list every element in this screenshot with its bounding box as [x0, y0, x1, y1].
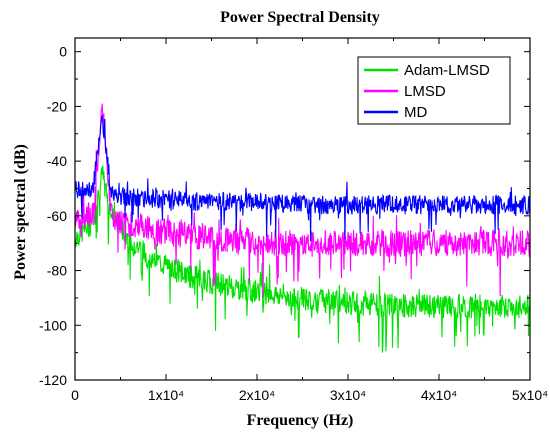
x-tick-label: 2x10⁴ [239, 387, 275, 403]
legend-label: Adam-LMSD [404, 62, 490, 79]
series-line-lmsd [74, 103, 531, 298]
x-tick-label: 0 [71, 387, 79, 403]
legend: Adam-LMSD LMSD MD [357, 56, 511, 125]
chart-title: Power Spectral Density [220, 9, 380, 26]
series-line-md [74, 115, 531, 242]
x-tick-label: 4x10⁴ [421, 387, 457, 403]
y-tick-label: -60 [47, 208, 67, 224]
y-tick-label: -40 [47, 153, 67, 169]
y-tick-label: -80 [47, 263, 67, 279]
y-tick-label: -20 [47, 98, 67, 114]
y-axis-label: Power spectral (dB) [12, 144, 29, 280]
series-line-adam-lmsd [74, 165, 531, 353]
y-tick-label: -100 [39, 317, 67, 333]
x-tick-label: 1x10⁴ [148, 387, 184, 403]
x-tick-label: 5x10⁴ [512, 387, 548, 403]
x-tick-label: 3x10⁴ [330, 387, 366, 403]
legend-label: LMSD [404, 83, 446, 100]
x-axis-label: Frequency (Hz) [247, 412, 354, 429]
plot-area: 0 1x10⁴ 2x10⁴ 3x10⁴ 4x10⁴ 5x10⁴ 0 -20 -40 -60 -80 -… [39, 37, 548, 403]
legend-label: MD [404, 104, 427, 121]
y-tick-label: 0 [59, 44, 67, 60]
y-tick-label: -120 [39, 372, 67, 388]
